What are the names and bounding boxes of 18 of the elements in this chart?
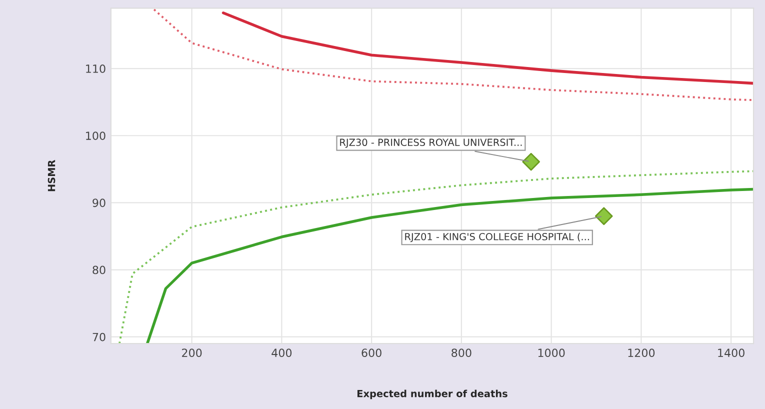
- y-tick-label: 110: [86, 64, 106, 73]
- y-tick-label: 70: [92, 332, 106, 342]
- line-series: [222, 11, 754, 85]
- y-tick-label: 100: [86, 132, 106, 140]
- line-series: [153, 8, 754, 102]
- x-tick-label: 1000: [538, 348, 565, 358]
- y-tick-label: 80: [92, 266, 106, 274]
- x-axis-title: Expected number of deaths: [357, 390, 508, 400]
- x-tick-label: 800: [452, 348, 472, 358]
- x-tick-label: 400: [272, 348, 292, 358]
- y-axis-title: HSMR: [48, 160, 56, 192]
- x-tick-label: 200: [182, 348, 202, 358]
- y-tick-label: 90: [92, 198, 106, 208]
- annotation: RJZ30 - PRINCESS ROYAL UNIVERSIT...: [340, 138, 522, 148]
- x-tick-label: 1400: [718, 348, 744, 358]
- x-tick-label: 600: [362, 348, 382, 358]
- annotation: RJZ01 - KING'S COLLEGE HOSPITAL (...: [405, 232, 589, 242]
- x-tick-label: 1200: [628, 348, 655, 358]
